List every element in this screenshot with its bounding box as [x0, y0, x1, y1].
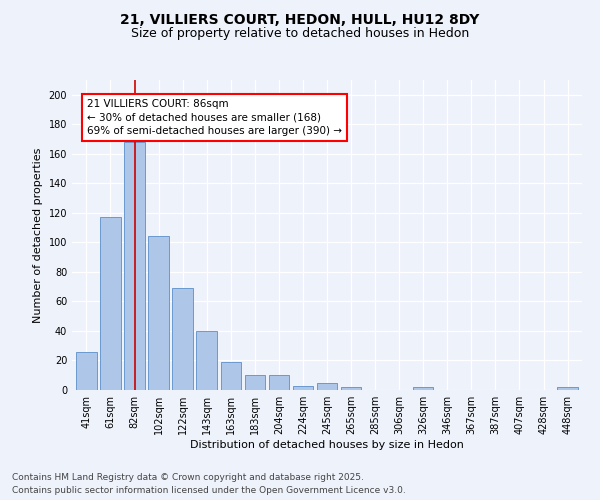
Bar — [317, 382, 337, 390]
Bar — [293, 386, 313, 390]
X-axis label: Distribution of detached houses by size in Hedon: Distribution of detached houses by size … — [190, 440, 464, 450]
Bar — [148, 236, 169, 390]
Bar — [221, 362, 241, 390]
Bar — [269, 375, 289, 390]
Bar — [557, 387, 578, 390]
Bar — [196, 331, 217, 390]
Y-axis label: Number of detached properties: Number of detached properties — [33, 148, 43, 322]
Bar — [76, 352, 97, 390]
Text: 21, VILLIERS COURT, HEDON, HULL, HU12 8DY: 21, VILLIERS COURT, HEDON, HULL, HU12 8D… — [121, 12, 479, 26]
Bar — [100, 218, 121, 390]
Bar — [245, 375, 265, 390]
Text: Contains HM Land Registry data © Crown copyright and database right 2025.
Contai: Contains HM Land Registry data © Crown c… — [12, 474, 406, 495]
Bar — [124, 142, 145, 390]
Text: Size of property relative to detached houses in Hedon: Size of property relative to detached ho… — [131, 28, 469, 40]
Bar — [413, 387, 433, 390]
Text: 21 VILLIERS COURT: 86sqm
← 30% of detached houses are smaller (168)
69% of semi-: 21 VILLIERS COURT: 86sqm ← 30% of detach… — [87, 99, 342, 136]
Bar — [341, 387, 361, 390]
Bar — [172, 288, 193, 390]
